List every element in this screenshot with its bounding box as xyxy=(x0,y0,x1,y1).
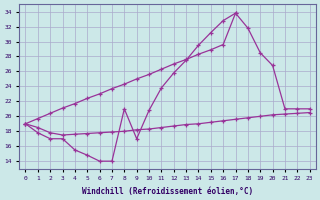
X-axis label: Windchill (Refroidissement éolien,°C): Windchill (Refroidissement éolien,°C) xyxy=(82,187,253,196)
